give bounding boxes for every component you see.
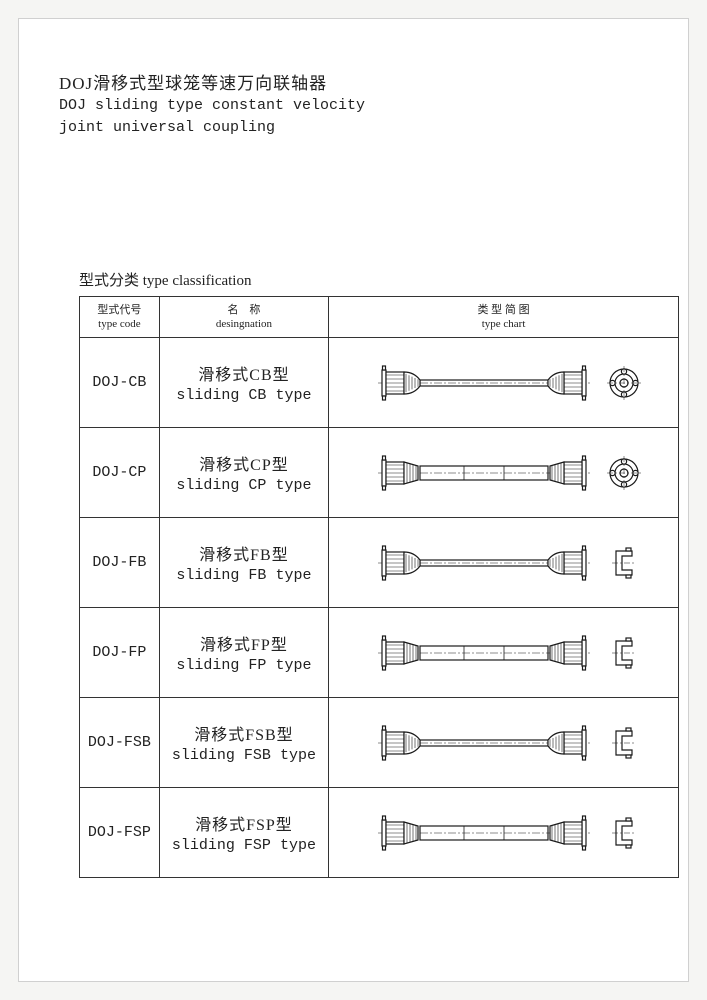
classification-table: 型式代号 type code 名 称 desingnation 类 型 简 图 … <box>79 296 679 879</box>
title-block: DOJ滑移式型球笼等速万向联轴器 DOJ sliding type consta… <box>59 69 658 139</box>
coupling-diagram-icon <box>329 628 678 678</box>
designation-cell: 滑移式FSP型 sliding FSP type <box>159 788 328 878</box>
type-code-cell: DOJ-FSB <box>80 698 160 788</box>
table-row: DOJ-FB 滑移式FB型 sliding FB type <box>80 518 679 608</box>
type-chart-cell <box>329 698 679 788</box>
designation-en: sliding CB type <box>160 387 328 404</box>
designation-cn: 滑移式FP型 <box>160 631 328 655</box>
designation-cell: 滑移式FSB型 sliding FSB type <box>159 698 328 788</box>
section-label: 型式分类 type classification <box>79 269 658 290</box>
designation-en: sliding CP type <box>160 477 328 494</box>
designation-cell: 滑移式FB型 sliding FB type <box>159 518 328 608</box>
document-page: DOJ滑移式型球笼等速万向联轴器 DOJ sliding type consta… <box>18 18 689 982</box>
header-name-en: desingnation <box>162 317 326 331</box>
type-chart-cell <box>329 608 679 698</box>
table-row: DOJ-CB 滑移式CB型 sliding CB type <box>80 338 679 428</box>
designation-cell: 滑移式CB型 sliding CB type <box>159 338 328 428</box>
table-row: DOJ-FSP 滑移式FSP型 sliding FSP type <box>80 788 679 878</box>
type-chart-cell <box>329 788 679 878</box>
designation-en: sliding FP type <box>160 657 328 674</box>
title-en-line1: DOJ sliding type constant velocity <box>59 96 658 116</box>
designation-cn: 滑移式FSB型 <box>160 721 328 745</box>
designation-cell: 滑移式FP型 sliding FP type <box>159 608 328 698</box>
title-cn: DOJ滑移式型球笼等速万向联轴器 <box>59 69 658 94</box>
title-en-line2: joint universal coupling <box>59 118 658 138</box>
type-code-cell: DOJ-FB <box>80 518 160 608</box>
designation-cn: 滑移式FSP型 <box>160 811 328 835</box>
header-chart-en: type chart <box>331 317 676 331</box>
header-chart-cn: 类 型 简 图 <box>331 303 676 317</box>
header-name: 名 称 desingnation <box>159 296 328 338</box>
designation-en: sliding FSB type <box>160 747 328 764</box>
table-row: DOJ-CP 滑移式CP型 sliding CP type <box>80 428 679 518</box>
designation-en: sliding FSP type <box>160 837 328 854</box>
header-code-cn: 型式代号 <box>82 303 157 317</box>
type-code-cell: DOJ-FP <box>80 608 160 698</box>
type-code-cell: DOJ-CP <box>80 428 160 518</box>
table-row: DOJ-FSB 滑移式FSB型 sliding FSB type <box>80 698 679 788</box>
header-code-en: type code <box>82 317 157 331</box>
designation-en: sliding FB type <box>160 567 328 584</box>
coupling-diagram-icon <box>329 718 678 768</box>
designation-cell: 滑移式CP型 sliding CP type <box>159 428 328 518</box>
coupling-diagram-icon <box>329 448 678 498</box>
designation-cn: 滑移式CP型 <box>160 451 328 475</box>
type-chart-cell <box>329 338 679 428</box>
coupling-diagram-icon <box>329 358 678 408</box>
header-code: 型式代号 type code <box>80 296 160 338</box>
designation-cn: 滑移式CB型 <box>160 361 328 385</box>
type-code-cell: DOJ-FSP <box>80 788 160 878</box>
type-chart-cell <box>329 428 679 518</box>
designation-cn: 滑移式FB型 <box>160 541 328 565</box>
coupling-diagram-icon <box>329 808 678 858</box>
header-chart: 类 型 简 图 type chart <box>329 296 679 338</box>
type-chart-cell <box>329 518 679 608</box>
table-row: DOJ-FP 滑移式FP型 sliding FP type <box>80 608 679 698</box>
type-code-cell: DOJ-CB <box>80 338 160 428</box>
header-name-cn: 名 称 <box>162 303 326 317</box>
coupling-diagram-icon <box>329 538 678 588</box>
